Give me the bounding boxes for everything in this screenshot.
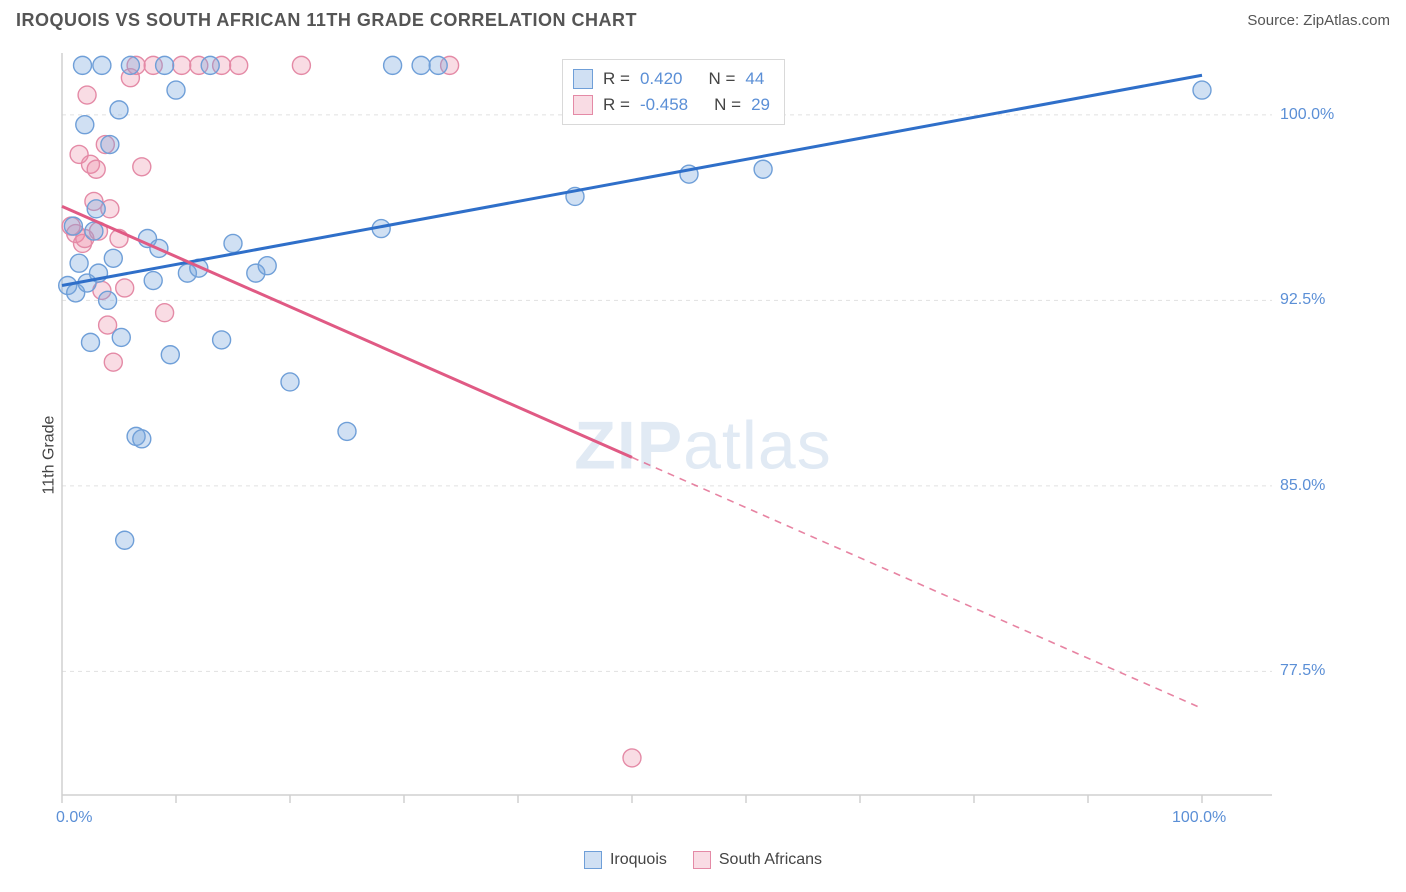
south-africans-legend-swatch-icon (693, 851, 711, 869)
y-tick-label: 100.0% (1280, 106, 1334, 124)
source-prefix: Source: (1247, 12, 1303, 29)
iroquois-r-value: 0.420 (640, 66, 683, 92)
scatter-plot (52, 35, 1292, 835)
y-tick-label: 92.5% (1280, 291, 1325, 309)
y-tick-label: 85.0% (1280, 477, 1325, 495)
source-name: ZipAtlas.com (1303, 12, 1390, 29)
footer-legend: Iroquois South Africans (0, 851, 1406, 869)
south-africans-r-value: -0.458 (640, 92, 688, 118)
stats-row-iroquois: R = 0.420 N = 44 (573, 66, 770, 92)
correlation-stats-box: R = 0.420 N = 44 R = -0.458 N = 29 (562, 59, 785, 125)
legend-label-iroquois: Iroquois (610, 851, 667, 869)
legend-label-south-africans: South Africans (719, 851, 822, 869)
x-tick-label: 0.0% (56, 809, 92, 827)
stat-label-r: R = (603, 92, 630, 118)
chart-source: Source: ZipAtlas.com (1247, 12, 1390, 29)
y-tick-label: 77.5% (1280, 662, 1325, 680)
stat-label-r: R = (603, 66, 630, 92)
south-africans-swatch-icon (573, 95, 593, 115)
legend-item-iroquois: Iroquois (584, 851, 667, 869)
stats-row-south-africans: R = -0.458 N = 29 (573, 92, 770, 118)
south-africans-n-value: 29 (751, 92, 770, 118)
x-tick-label: 100.0% (1172, 809, 1226, 827)
legend-item-south-africans: South Africans (693, 851, 822, 869)
iroquois-n-value: 44 (745, 66, 764, 92)
iroquois-legend-swatch-icon (584, 851, 602, 869)
chart-header: IROQUOIS VS SOUTH AFRICAN 11TH GRADE COR… (0, 0, 1406, 35)
stat-label-n: N = (714, 92, 741, 118)
chart-title: IROQUOIS VS SOUTH AFRICAN 11TH GRADE COR… (16, 10, 637, 31)
stat-label-n: N = (708, 66, 735, 92)
chart-area: 11th Grade ZIPatlas R = 0.420 N = 44 R =… (0, 35, 1406, 875)
iroquois-swatch-icon (573, 69, 593, 89)
